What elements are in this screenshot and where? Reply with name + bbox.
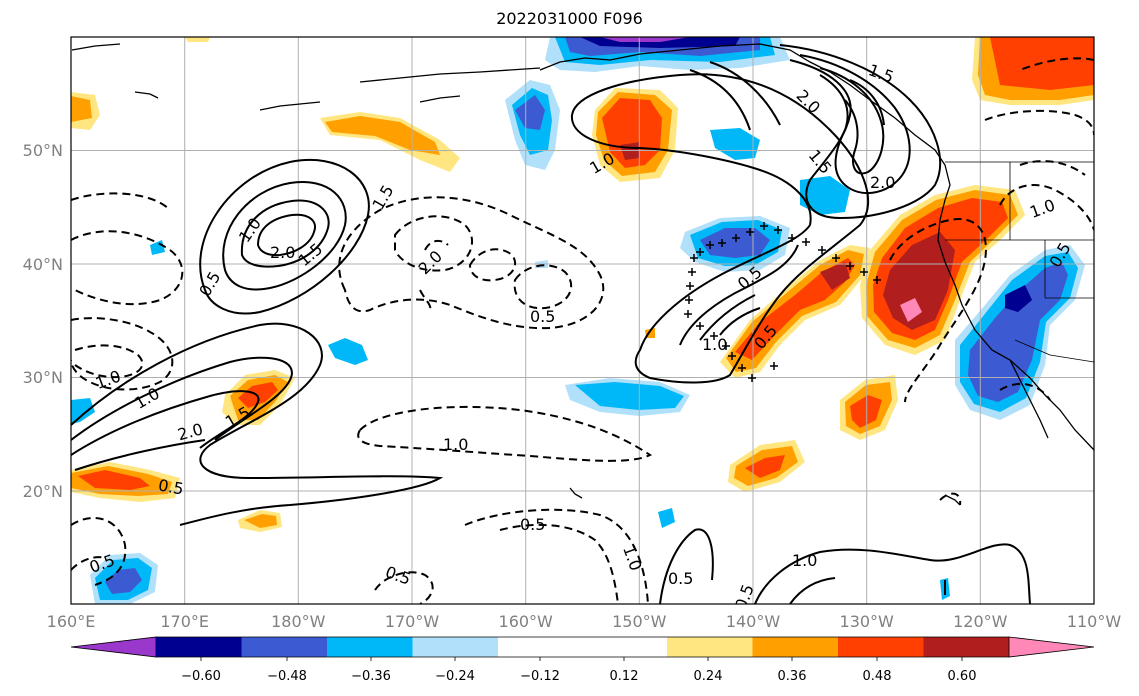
borders — [945, 161, 1094, 363]
colorbar-segment — [156, 637, 242, 657]
colorbar-label: 0.60 — [948, 669, 977, 684]
contour-label: 0.5 — [157, 475, 185, 498]
lat-tick: 30°N — [23, 368, 63, 387]
lon-tick: 160°E — [47, 612, 96, 631]
colorbar-segment — [498, 637, 667, 657]
colorbar-label: −0.36 — [351, 669, 391, 684]
map-area: 1.0 2.0 1.5 1.0 0.5 1.5 2.0 0.5 1.0 1.5 … — [71, 37, 1094, 612]
colorbar-label: 0.48 — [863, 669, 892, 684]
contour-label: 0.5 — [668, 569, 693, 588]
lon-tick: 110°W — [1067, 612, 1122, 631]
map-title: 2022031000 F096 — [496, 9, 643, 28]
lon-tick: 120°W — [953, 612, 1008, 631]
lon-tick: 130°W — [840, 612, 895, 631]
colorbar-segment — [327, 637, 413, 657]
colorbar-label: −0.12 — [520, 669, 560, 684]
colorbar-segment — [70, 636, 157, 658]
colorbar-segment — [838, 637, 924, 657]
contour-label: 1.0 — [792, 551, 817, 570]
latitude-ticks: 50°N 40°N 30°N 20°N — [23, 141, 63, 501]
map-frame — [70, 36, 1095, 605]
contours-positive — [71, 44, 1031, 604]
contour-label: 2.0 — [270, 243, 295, 262]
colorbar-segment — [752, 637, 838, 657]
lon-tick: 170°E — [160, 612, 209, 631]
lat-tick: 20°N — [23, 482, 63, 501]
lon-tick: 170°W — [385, 612, 440, 631]
contour-label: 0.5 — [520, 515, 545, 534]
colorbar-segment — [1008, 636, 1095, 658]
lon-tick: 160°W — [499, 612, 554, 631]
contour-label: 1.0 — [702, 335, 727, 354]
contour-label: 1.0 — [443, 435, 468, 454]
lon-tick: 140°W — [726, 612, 781, 631]
colorbar-label: 0.24 — [694, 669, 723, 684]
longitude-ticks: 160°E 170°E 180°W 170°W 160°W 150°W 140°… — [47, 612, 1122, 631]
lon-tick: 150°W — [612, 612, 667, 631]
contour-label: 0.5 — [731, 582, 758, 612]
lat-tick: 50°N — [23, 141, 63, 160]
contour-label: 0.5 — [530, 307, 555, 326]
contour-label: 2.0 — [870, 173, 895, 192]
colorbar-segment — [412, 637, 498, 657]
colorbar-label: −0.24 — [435, 669, 475, 684]
colorbar: −0.60 −0.48 −0.36 −0.24 −0.12 0.12 0.24 … — [70, 636, 1095, 684]
colorbar-label: −0.60 — [181, 669, 221, 684]
colorbar-segment — [667, 637, 753, 657]
significance-markers — [684, 222, 881, 382]
colorbar-segment — [923, 637, 1009, 657]
gridlines — [71, 37, 1094, 604]
colorbar-label: 0.36 — [778, 669, 807, 684]
lat-tick: 40°N — [23, 255, 63, 274]
colorbar-label: 0.12 — [610, 669, 639, 684]
colorbar-label: −0.48 — [267, 669, 307, 684]
contours-negative — [71, 57, 1094, 604]
colorbar-segment — [241, 637, 327, 657]
lon-tick: 180°W — [271, 612, 326, 631]
